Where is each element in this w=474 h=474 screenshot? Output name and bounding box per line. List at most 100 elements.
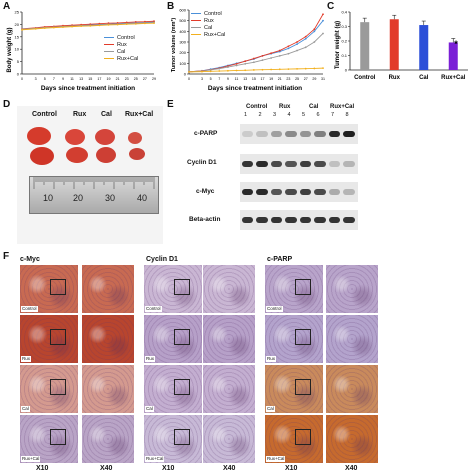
legend-swatch: [104, 50, 114, 53]
body-weight-data-point: [62, 26, 64, 29]
tumor-volume-data-point: [252, 61, 255, 64]
blot-band: [343, 131, 355, 137]
ruler: 10 20 30 40: [29, 176, 159, 214]
magnification-high: X40: [223, 465, 236, 472]
tumor-volume-data-point: [252, 57, 255, 60]
tumor-volume-x-tick-label: 5: [210, 77, 212, 81]
tumor-group-rux: Rux: [73, 111, 87, 118]
tumor-weight-y-tick-label: 0.4: [341, 10, 347, 15]
blot-band: [270, 189, 282, 195]
legend-swatch: [191, 26, 201, 29]
body-weight-x-tick-label: 29: [152, 77, 156, 81]
panel-letter-c: C: [327, 1, 335, 12]
tumor-volume-x-tick-label: 21: [278, 77, 282, 81]
tumor-volume-x-tick-label: 17: [260, 77, 264, 81]
tumor-weight-ylabel: Tumor weight (g): [335, 21, 341, 69]
ihc-row-tag: Control: [266, 306, 283, 312]
zoom-region-box: [50, 329, 66, 345]
blot-label-cparp: c-PARP: [194, 130, 218, 137]
blot-band: [270, 217, 282, 223]
panel-letter-a: A: [3, 1, 11, 12]
legend-entry: Cal: [104, 48, 138, 55]
tumor-weight-y-tick-label: 0.2: [341, 39, 347, 44]
ihc-row-tag: Rux+Cal: [266, 456, 286, 462]
body-weight-data-point: [125, 23, 128, 26]
body-weight-y-tick-label: 25: [15, 10, 20, 15]
ihc-image-x10: Rux: [265, 315, 323, 363]
legend-swatch: [104, 43, 114, 46]
tumor-volume-data-point: [304, 37, 307, 40]
blot-band: [241, 189, 253, 195]
ihc-image-x40: [82, 315, 134, 363]
tumor-volume-data-point: [287, 45, 290, 48]
tumor-volume-data-point: [261, 68, 264, 71]
zoom-region-box: [174, 429, 190, 445]
tumor-volume-data-point: [296, 67, 298, 70]
legend-swatch: [191, 33, 201, 36]
ihc-image-x40: [203, 415, 255, 463]
ihc-image-x10: Control: [265, 265, 323, 313]
panel-letter-d: D: [3, 99, 11, 110]
body-weight-x-tick-label: 13: [79, 77, 83, 81]
blot-band: [256, 161, 268, 167]
ihc-row-tag: Control: [21, 306, 38, 312]
tumor-volume-data-point: [322, 19, 324, 22]
legend-swatch: [104, 36, 114, 39]
tumor-volume-y-tick-label: 300: [179, 40, 186, 45]
ihc-image-x40: [82, 265, 134, 313]
zoom-region-box: [50, 379, 66, 395]
blot-label-cyclin-d1: Cyclin D1: [187, 159, 217, 166]
tumor-volume-x-tick-label: 25: [295, 77, 299, 81]
tumor-volume-data-point: [270, 68, 273, 71]
blot-band: [256, 189, 268, 195]
tumor-weight-bar: [360, 22, 370, 70]
blot-group-control: Control: [246, 104, 268, 110]
legend-swatch: [104, 57, 114, 60]
ihc-image-x40: [326, 365, 378, 413]
ihc-image-x10: Cal: [144, 365, 202, 413]
magnification-high: X40: [100, 465, 113, 472]
blot-band: [285, 217, 297, 223]
ihc-row-tag: Rux: [145, 356, 156, 362]
tumor-volume-data-point: [188, 70, 190, 73]
body-weight-data-point: [116, 22, 119, 24]
blot-strip: [240, 154, 358, 174]
blot-band: [270, 161, 282, 167]
ihc-title-cparp: c-PARP: [267, 256, 293, 263]
ihc-row-tag: Cal: [145, 406, 154, 412]
tumor-volume-x-tick-label: 19: [269, 77, 273, 81]
ihc-image-x10: Cal: [265, 365, 323, 413]
tumor-volume-y-tick-label: 200: [179, 50, 186, 55]
tumor-volume-y-tick-label: 100: [179, 61, 186, 66]
panel-letter-b: B: [167, 1, 175, 12]
zoom-region-box: [174, 379, 190, 395]
blot-group-rux: Rux: [279, 104, 291, 110]
body-weight-x-tick-label: 7: [53, 77, 55, 81]
tumor-volume-y-tick-label: 400: [179, 29, 186, 34]
body-weight-data-point: [134, 21, 137, 23]
tumor-volume-data-point: [322, 13, 324, 16]
blot-band: [241, 131, 253, 137]
blot-band: [314, 131, 326, 137]
blot-band: [285, 189, 297, 195]
tumor-volume-x-tick-label: 13: [243, 77, 247, 81]
tumor-volume-data-point: [313, 30, 316, 33]
blot-band: [328, 189, 340, 195]
body-weight-x-tick-label: 25: [134, 77, 138, 81]
ihc-image-x10: Control: [20, 265, 78, 313]
zoom-region-box: [50, 279, 66, 295]
legend-label: Rux: [204, 17, 214, 24]
body-weight-data-point: [134, 23, 137, 25]
magnification-low: X10: [36, 465, 49, 472]
ihc-row-tag: Control: [145, 306, 162, 312]
tumor-specimen: [96, 147, 116, 163]
ihc-image-x10: Rux+Cal: [144, 415, 202, 463]
legend-entry: Cal: [191, 24, 225, 31]
ihc-image-x40: [326, 265, 378, 313]
tumor-weight-y-tick-label: 0: [345, 68, 348, 73]
tumor-volume-x-tick-label: 27: [304, 77, 308, 81]
body-weight-data-point: [89, 24, 92, 27]
ihc-image-x10: Rux: [20, 315, 78, 363]
body-weight-data-point: [21, 28, 23, 31]
body-weight-x-tick-label: 11: [70, 77, 74, 81]
